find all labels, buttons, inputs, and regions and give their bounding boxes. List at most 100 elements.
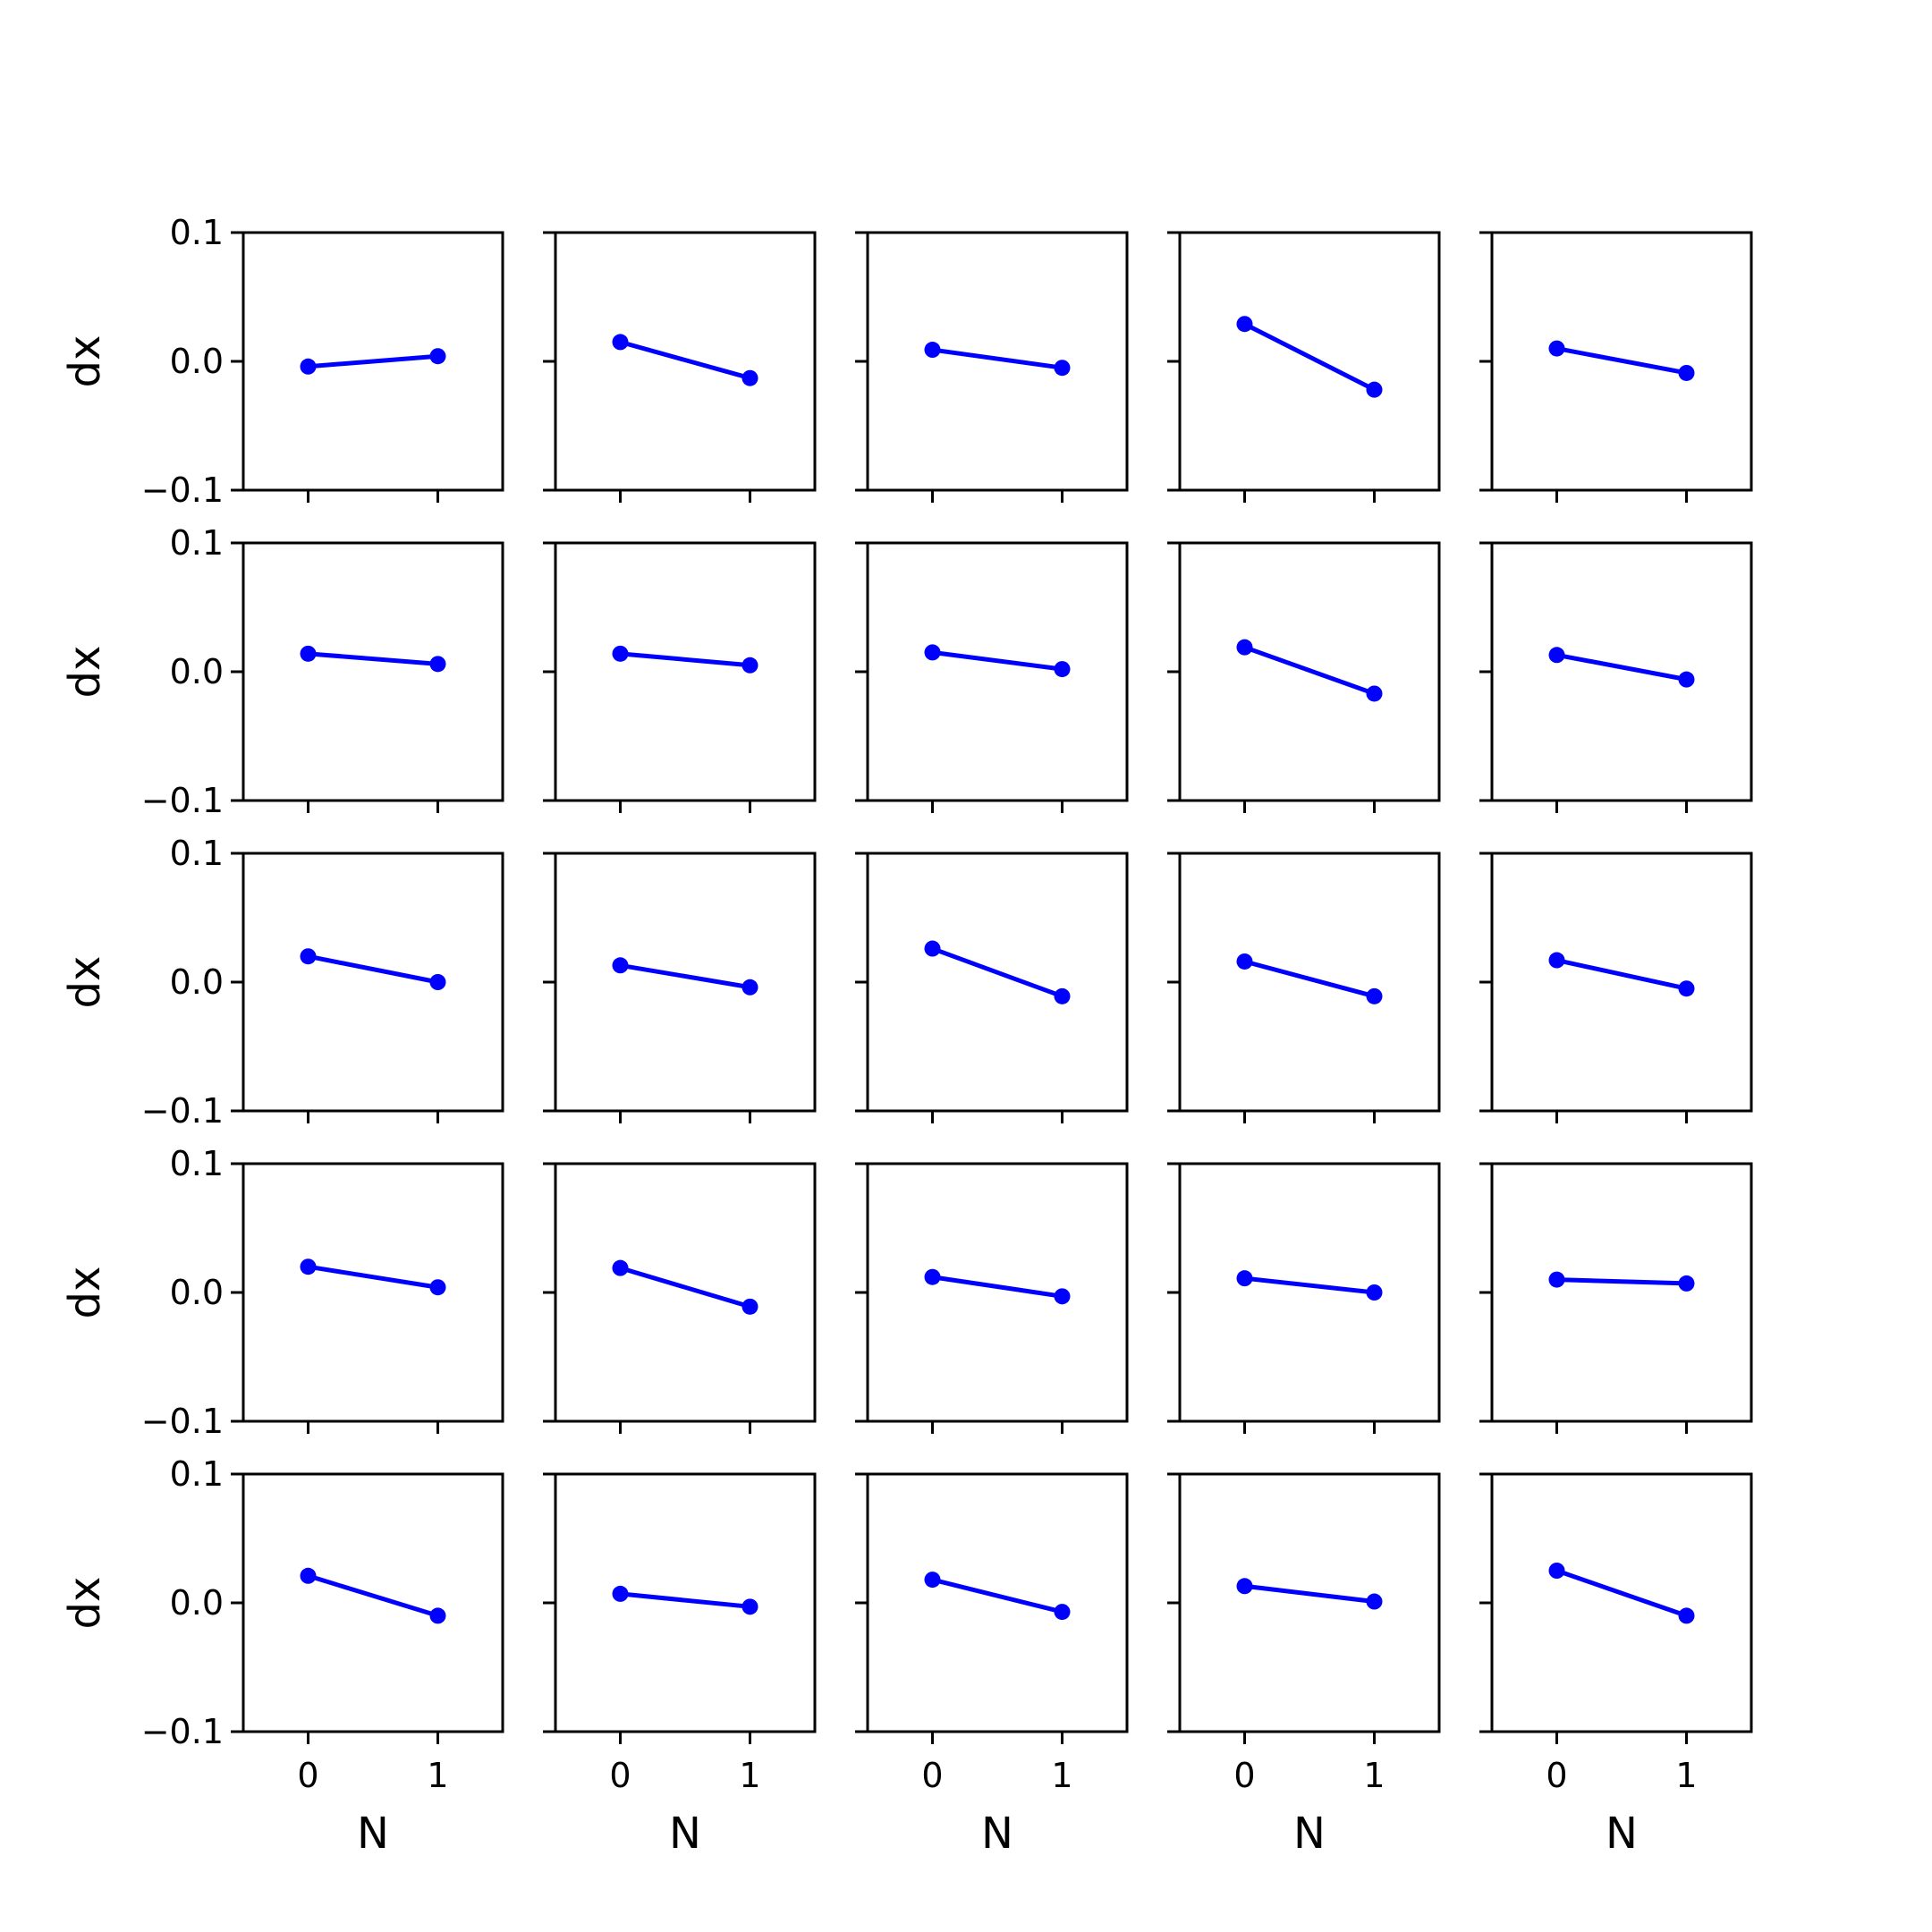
axes-frame: [554, 541, 817, 802]
x-axis-label: N: [669, 1809, 701, 1859]
data-point: [300, 948, 317, 965]
data-point: [741, 1298, 758, 1315]
series-line: [1243, 959, 1376, 999]
data-point: [1548, 340, 1565, 357]
data-point: [1236, 953, 1253, 970]
y-tick-label: 0.1: [170, 1144, 224, 1183]
x-tick-label: 0: [297, 1756, 318, 1795]
subplot-r3-c1: −0.1 0.0 0.1 dx: [60, 834, 504, 1131]
x-axis-label: N: [1606, 1809, 1638, 1859]
y-tick-label: 0.1: [170, 523, 224, 563]
data-point: [1366, 987, 1383, 1004]
series-line: [932, 1275, 1063, 1299]
subplot-r4-c4: [1167, 1162, 1441, 1434]
y-tick-label: 0.0: [170, 652, 224, 691]
subplot-r5-c1: −0.1 0.0 0.1 0 1 dx N: [60, 1454, 504, 1859]
axes-frame: [1490, 1162, 1753, 1423]
x-tick-label: 1: [427, 1756, 448, 1795]
y-tick-label: −0.1: [141, 470, 224, 510]
axes-frame: [242, 1162, 504, 1423]
subplot-r1-c1: −0.1 0.0 0.1 dx: [60, 213, 504, 510]
series-line: [307, 1573, 439, 1618]
subplot-r5-c2: 0 1N: [543, 1472, 817, 1859]
data-point: [1236, 316, 1253, 333]
subplot-r2-c5: [1479, 541, 1753, 813]
subplot-r2-c2: [543, 541, 817, 813]
data-point: [924, 940, 941, 957]
series-line: [1244, 1583, 1375, 1605]
data-point: [1236, 639, 1253, 656]
series-line: [1555, 1568, 1688, 1618]
subplot-r3-c3: [855, 852, 1129, 1123]
axes-frame: [554, 1162, 817, 1423]
y-tick-label: 0.1: [170, 834, 224, 873]
subplot-r3-c4: [1167, 852, 1441, 1123]
data-point: [1236, 1578, 1253, 1595]
axes-frame: [1490, 852, 1753, 1113]
data-point: [612, 334, 629, 351]
axes-frame: [866, 541, 1129, 802]
axes-frame: [554, 1472, 817, 1733]
data-point: [1548, 952, 1565, 969]
data-point: [924, 1572, 941, 1589]
data-point: [924, 1268, 941, 1285]
subplot-r4-c5: [1479, 1162, 1753, 1434]
subplot-r4-c3: [855, 1162, 1129, 1434]
subplot-r5-c5: 0 1N: [1479, 1472, 1753, 1859]
y-tick-label: −0.1: [141, 1091, 224, 1131]
axes-frame: [1178, 1472, 1441, 1733]
series-line: [308, 651, 438, 666]
data-point: [429, 1279, 446, 1296]
y-tick-label: −0.1: [141, 1712, 224, 1751]
data-point: [1054, 1288, 1071, 1305]
subplot-r1-c4: [1167, 231, 1441, 503]
data-point: [1678, 1275, 1695, 1292]
panels: −0.10.00.1dx−0.10.00.1dx−0.10.00.1dx−0.1…: [60, 213, 1753, 1859]
data-point: [612, 645, 629, 662]
data-point: [924, 644, 941, 661]
data-point: [1678, 364, 1695, 381]
data-point: [1366, 685, 1383, 702]
data-point: [741, 1598, 758, 1615]
subplot-r1-c2: [543, 231, 817, 503]
data-point: [429, 348, 446, 365]
y-axis-label: dx: [60, 1577, 110, 1630]
y-tick-label: 0.1: [170, 213, 224, 252]
axes-frame: [1178, 231, 1441, 492]
series-line: [1556, 346, 1687, 376]
subplot-r3-c5: [1479, 852, 1753, 1123]
subplot-r5-c3: 0 1N: [855, 1472, 1129, 1859]
data-point: [1054, 661, 1071, 678]
y-axis-label: dx: [60, 956, 110, 1009]
y-tick-label: 0.0: [170, 342, 224, 381]
subplot-r1-c5: [1479, 231, 1753, 503]
x-axis-label: N: [357, 1809, 389, 1859]
data-point: [741, 979, 758, 996]
series-line: [1243, 322, 1376, 392]
series-line: [1556, 652, 1687, 682]
data-point: [741, 657, 758, 674]
series-line: [308, 1264, 438, 1290]
x-tick-label: 1: [1051, 1756, 1072, 1795]
data-point: [1054, 987, 1071, 1004]
subplot-r1-c3: [855, 231, 1129, 503]
data-point: [1366, 381, 1383, 398]
subplot-r2-c4: [1167, 541, 1441, 813]
axes-frame: [866, 1472, 1129, 1733]
data-point: [612, 957, 629, 974]
axes-frame: [1178, 852, 1441, 1113]
data-point: [1054, 360, 1071, 377]
y-tick-label: 0.0: [170, 1273, 224, 1312]
data-point: [612, 1585, 629, 1602]
subplot-r2-c1: −0.1 0.0 0.1 dx: [60, 523, 504, 820]
data-point: [741, 369, 758, 386]
y-tick-label: 0.1: [170, 1454, 224, 1494]
subplot-r3-c2: [543, 852, 817, 1123]
axes-frame: [866, 1162, 1129, 1423]
axes-frame: [554, 852, 817, 1113]
series-line: [932, 649, 1063, 672]
y-axis-label: dx: [60, 1267, 110, 1319]
data-point: [300, 358, 317, 375]
series-line: [1556, 1277, 1687, 1286]
y-axis-label: dx: [60, 646, 110, 699]
